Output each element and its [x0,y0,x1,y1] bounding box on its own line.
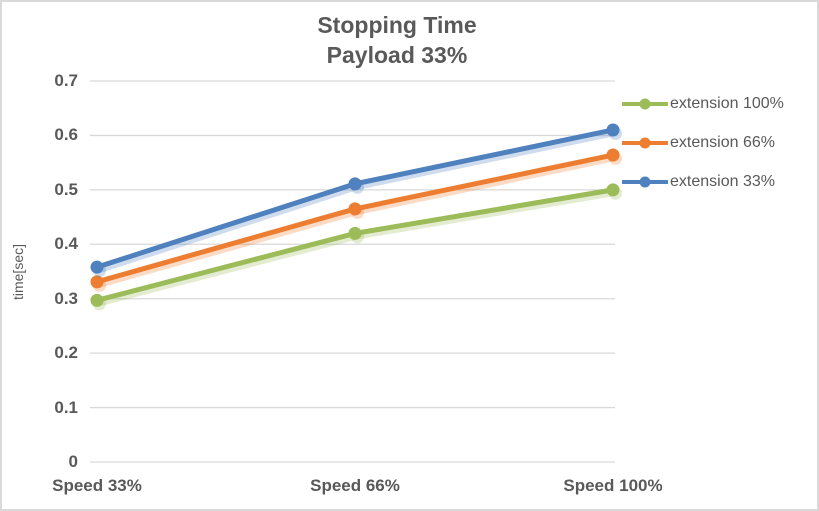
y-tick-label: 0.3 [54,288,78,308]
x-tick-label-speed-66: Speed 66% [310,476,400,495]
y-tick-label: 0 [68,452,78,471]
data-point-extension-100-speed-33[interactable] [90,293,104,307]
chart-title-line2: Payload 33% [326,42,468,68]
y-tick-label: 0.5 [54,179,78,199]
legend-marker-icon [622,176,668,188]
data-point-extension-33-speed-66[interactable] [348,177,362,191]
chart-title: Stopping Time Payload 33% [2,10,792,70]
legend-item-extension-33[interactable]: extension 33% [622,169,784,195]
y-tick-label: 0.7 [54,71,78,90]
data-point-extension-33-speed-33[interactable] [90,260,104,274]
legend-item-extension-100[interactable]: extension 100% [622,91,784,117]
legend-label: extension 100% [670,95,784,112]
data-point-extension-100-speed-100[interactable] [606,183,620,197]
data-point-extension-66-speed-66[interactable] [348,202,362,216]
series-line-shadow [97,156,618,288]
y-tick-label: 0.4 [54,234,78,254]
legend-label: extension 33% [670,173,775,190]
data-point-extension-100-speed-66[interactable] [348,226,362,240]
x-tick-label-speed-33: Speed 33% [52,476,142,495]
legend-item-extension-66[interactable]: extension 66% [622,130,784,156]
y-tick-label: 0.6 [54,125,78,145]
chart-title-line1: Stopping Time [317,12,477,38]
y-tick-label: 0.1 [54,397,78,417]
y-tick-label: 0.2 [54,343,78,363]
x-tick-label-speed-100: Speed 100% [563,476,663,495]
legend: extension 100% extension 66% extension 33% [622,91,784,195]
legend-dot [639,137,651,149]
data-point-extension-33-speed-100[interactable] [606,123,620,137]
legend-dot [639,98,651,110]
legend-dot [639,176,651,188]
legend-marker-icon [622,98,668,110]
legend-label: extension 66% [670,134,775,151]
legend-marker-icon [622,137,668,149]
data-point-extension-66-speed-100[interactable] [606,148,620,162]
data-point-extension-66-speed-33[interactable] [90,275,104,289]
